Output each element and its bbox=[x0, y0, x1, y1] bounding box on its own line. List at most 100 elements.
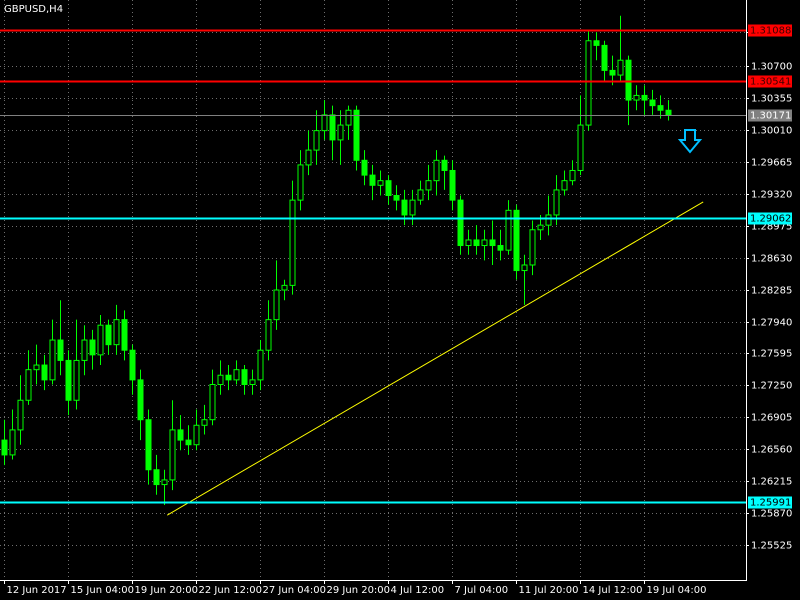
x-tick-label: 7 Jul 04:00 bbox=[455, 585, 509, 596]
candle-body bbox=[121, 319, 128, 351]
candle-body bbox=[657, 105, 664, 111]
candle-body bbox=[641, 94, 648, 101]
candle-body bbox=[329, 114, 336, 141]
candle-body bbox=[305, 149, 312, 166]
candle-body bbox=[417, 189, 424, 201]
candle-body bbox=[617, 59, 624, 76]
x-tick-label: 15 Jun 04:00 bbox=[71, 585, 135, 596]
candle-body bbox=[593, 40, 600, 46]
candle-body bbox=[33, 364, 40, 371]
candle-body bbox=[497, 245, 504, 251]
candle-body bbox=[649, 99, 656, 107]
chart-title: GBPUSD,H4 bbox=[4, 4, 63, 15]
y-tick-label: 1.30355 bbox=[751, 94, 792, 105]
candle-body bbox=[377, 180, 384, 186]
candle-body bbox=[553, 189, 560, 216]
level-label: 1.25991 bbox=[750, 498, 791, 509]
candle-body bbox=[233, 369, 240, 381]
candle-body bbox=[81, 339, 88, 361]
candle-body bbox=[241, 369, 248, 386]
candle-body bbox=[1, 439, 8, 456]
level-label-box bbox=[748, 109, 792, 122]
candle-body bbox=[289, 199, 296, 286]
candle-body bbox=[545, 214, 552, 226]
candle-body bbox=[49, 339, 56, 381]
candle-body bbox=[369, 174, 376, 186]
candle-body bbox=[225, 374, 232, 381]
candle-body bbox=[345, 109, 352, 126]
candle-body bbox=[145, 419, 152, 471]
candle-body bbox=[585, 40, 592, 126]
y-tick-label: 1.28630 bbox=[751, 254, 792, 265]
candle-body bbox=[609, 69, 616, 76]
candle-body bbox=[577, 124, 584, 171]
candle-body bbox=[17, 399, 24, 431]
y-tick-label: 1.26560 bbox=[751, 445, 792, 456]
candle-body bbox=[505, 209, 512, 251]
candle-body bbox=[321, 114, 328, 132]
x-tick-label: 19 Jul 04:00 bbox=[647, 585, 707, 596]
candle-body bbox=[9, 429, 16, 456]
candle-body bbox=[569, 169, 576, 182]
candle-body bbox=[441, 159, 448, 171]
y-tick-label: 1.25525 bbox=[751, 541, 792, 552]
candle-body bbox=[25, 369, 32, 401]
level-label: 1.30171 bbox=[750, 111, 791, 122]
y-tick-label: 1.29665 bbox=[751, 158, 792, 169]
candle-body bbox=[601, 44, 608, 71]
candle-body bbox=[561, 180, 568, 191]
candle-body bbox=[353, 109, 360, 161]
level-label-box bbox=[748, 212, 792, 225]
x-tick-label: 4 Jul 12:00 bbox=[391, 585, 445, 596]
candle-body bbox=[529, 229, 536, 266]
candle-body bbox=[209, 384, 216, 421]
candle-body bbox=[137, 379, 144, 421]
y-tick-label: 1.27940 bbox=[751, 318, 792, 329]
candle-body bbox=[457, 199, 464, 247]
candle-body bbox=[265, 319, 272, 351]
y-tick-label: 1.28285 bbox=[751, 286, 792, 297]
candle-body bbox=[161, 479, 168, 486]
level-label: 1.31088 bbox=[750, 26, 791, 37]
candle-body bbox=[337, 124, 344, 141]
candle-body bbox=[257, 349, 264, 381]
candle-body bbox=[89, 339, 96, 356]
y-tick-label: 1.25870 bbox=[751, 509, 792, 520]
candle-body bbox=[273, 289, 280, 321]
candle-body bbox=[449, 169, 456, 201]
level-label: 1.30541 bbox=[750, 77, 791, 88]
candle-body bbox=[489, 239, 496, 247]
sell-arrow bbox=[677, 129, 703, 154]
y-tick-label: 1.27250 bbox=[751, 381, 792, 392]
candle-body bbox=[57, 339, 64, 361]
level-label-box bbox=[748, 75, 792, 88]
candle-body bbox=[665, 109, 672, 116]
candle-body bbox=[249, 379, 256, 386]
candle-body bbox=[169, 429, 176, 481]
candle-body bbox=[473, 239, 480, 247]
x-tick-label: 27 Jun 04:00 bbox=[263, 585, 327, 596]
y-tick-label: 1.27595 bbox=[751, 349, 792, 360]
x-tick-label: 11 Jul 20:00 bbox=[519, 585, 579, 596]
candle-body bbox=[425, 180, 432, 191]
candle-body bbox=[65, 359, 72, 401]
candle-body bbox=[521, 264, 528, 272]
candle-body bbox=[393, 194, 400, 201]
candle-body bbox=[113, 319, 120, 346]
candle-body bbox=[153, 469, 160, 486]
candle-body bbox=[201, 419, 208, 426]
x-tick-label: 22 Jun 12:00 bbox=[199, 585, 263, 596]
y-tick-label: 1.29320 bbox=[751, 190, 792, 201]
candle-body bbox=[465, 239, 472, 247]
candle-body bbox=[217, 374, 224, 386]
candle-body bbox=[513, 209, 520, 272]
candle-body bbox=[385, 180, 392, 196]
y-tick-label: 1.30700 bbox=[751, 62, 792, 73]
candle-body bbox=[105, 324, 112, 346]
level-label-box bbox=[748, 24, 792, 37]
candle-body bbox=[401, 199, 408, 216]
grid bbox=[0, 0, 746, 580]
candle-body bbox=[537, 224, 544, 231]
candle-body bbox=[481, 239, 488, 247]
